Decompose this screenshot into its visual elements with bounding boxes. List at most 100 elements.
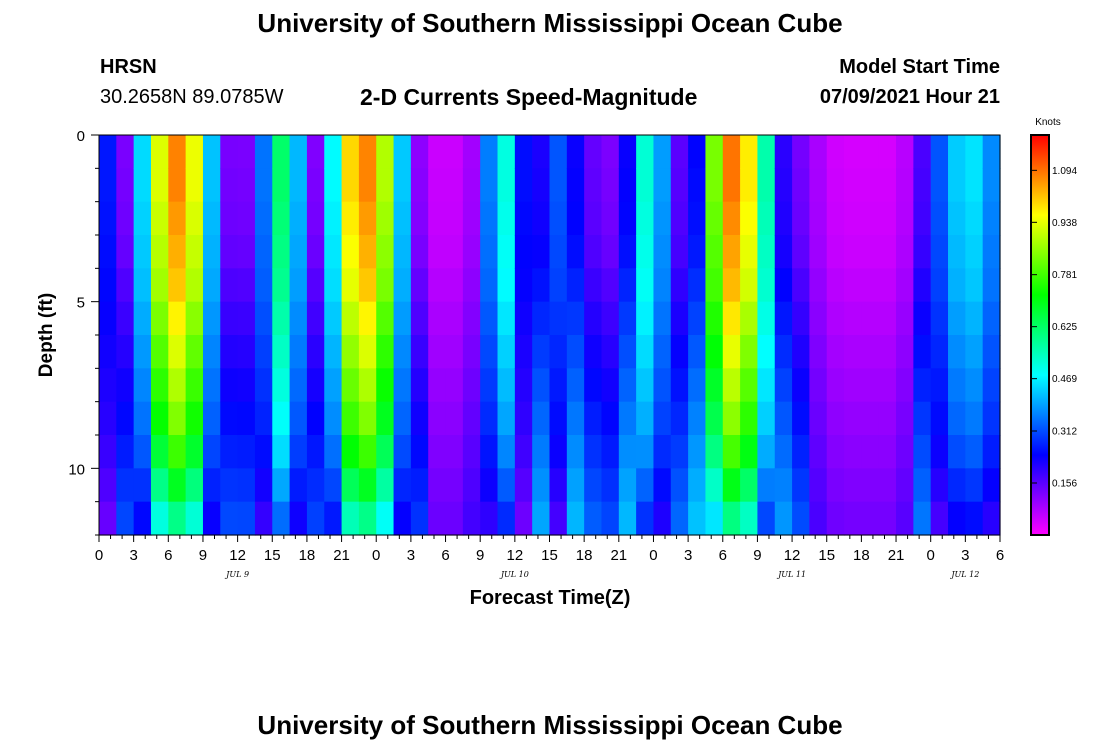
heatmap-cell xyxy=(896,435,914,469)
heatmap-cell xyxy=(341,335,360,369)
heatmap-cell xyxy=(428,268,447,303)
heatmap-cell xyxy=(982,501,1001,536)
heatmap-cell xyxy=(480,268,499,303)
heatmap-cell xyxy=(532,235,551,269)
heatmap-cell xyxy=(150,501,169,536)
heatmap-cell xyxy=(532,201,551,236)
heatmap-cell xyxy=(462,401,481,436)
heatmap-cell xyxy=(878,235,897,269)
heatmap-cell xyxy=(896,501,914,536)
model-start-value: 07/09/2021 Hour 21 xyxy=(819,86,1000,108)
heatmap-cell xyxy=(393,168,412,203)
heatmap-cell xyxy=(722,301,741,336)
heatmap-cell xyxy=(774,501,793,536)
heatmap-cell xyxy=(844,235,862,269)
heatmap-cell xyxy=(289,501,308,536)
heatmap-cell xyxy=(480,168,499,203)
heatmap-cell xyxy=(896,401,914,436)
heatmap-cell xyxy=(497,368,516,403)
x-tick-label: 6 xyxy=(996,547,1004,564)
heatmap-cell xyxy=(341,235,360,269)
heatmap-cell xyxy=(809,335,828,369)
x-tick-label: 9 xyxy=(199,547,207,564)
heatmap-cell xyxy=(653,401,672,436)
heatmap-cell xyxy=(584,201,603,236)
heatmap-cell xyxy=(185,501,204,536)
heatmap-cell xyxy=(792,368,811,403)
heatmap-cell xyxy=(532,168,551,203)
heatmap-cell xyxy=(185,401,204,436)
heatmap-cell xyxy=(792,268,811,303)
heatmap-cell xyxy=(220,501,239,536)
heatmap-cell xyxy=(306,401,325,436)
heatmap-cell xyxy=(636,135,655,169)
heatmap-cell xyxy=(913,501,932,536)
heatmap-cell xyxy=(930,435,949,469)
heatmap-cell xyxy=(792,468,811,503)
heatmap-cell xyxy=(601,335,620,369)
heatmap-cell xyxy=(376,135,395,169)
heatmap-cell xyxy=(549,235,568,269)
heatmap-cell xyxy=(930,401,949,436)
heatmap-cell xyxy=(670,335,689,369)
heatmap-cell xyxy=(653,368,672,403)
heatmap-cell xyxy=(930,201,949,236)
plot-title: 2-D Currents Speed-Magnitude xyxy=(360,84,698,110)
heatmap-cell xyxy=(514,268,533,303)
heatmap-cell xyxy=(497,135,516,169)
heatmap-cell xyxy=(826,301,845,336)
heatmap-cell xyxy=(982,268,1001,303)
heatmap-cell xyxy=(982,201,1001,236)
heatmap-cell xyxy=(774,268,793,303)
heatmap-cell xyxy=(878,368,897,403)
heatmap-cell xyxy=(757,235,776,269)
heatmap-cell xyxy=(636,268,655,303)
heatmap-cell xyxy=(324,335,343,369)
heatmap-cell xyxy=(740,368,759,403)
heatmap-cell xyxy=(99,135,117,169)
heatmap-cell xyxy=(757,435,776,469)
heatmap-cell xyxy=(670,435,689,469)
heatmap-cell xyxy=(549,301,568,336)
heatmap-cell xyxy=(549,401,568,436)
heatmap-cell xyxy=(618,368,637,403)
heatmap-cell xyxy=(341,468,360,503)
heatmap-cell xyxy=(965,235,984,269)
heatmap-cell xyxy=(566,335,585,369)
heatmap-cell xyxy=(549,168,568,203)
heatmap-cell xyxy=(220,368,239,403)
heatmap-cell xyxy=(410,235,429,269)
heatmap-cell xyxy=(306,268,325,303)
heatmap-cell xyxy=(740,135,759,169)
heatmap-cell xyxy=(480,401,499,436)
heatmap-cell xyxy=(913,435,932,469)
colorbar: Knots 1.094 0.938 0.781 0.625 0.469 0.312 0.15… xyxy=(1030,117,1077,536)
station-name: HRSN xyxy=(100,56,157,78)
heatmap-cell xyxy=(220,135,239,169)
heatmap-cell xyxy=(272,401,291,436)
heatmap-cell xyxy=(653,168,672,203)
heatmap-cell xyxy=(324,468,343,503)
heatmap-cell xyxy=(99,201,117,236)
heatmap-cell xyxy=(861,301,880,336)
heatmap-cell xyxy=(896,468,914,503)
heatmap-cell xyxy=(237,335,256,369)
colorbar-unit: Knots xyxy=(1035,117,1061,128)
heatmap-cell xyxy=(982,168,1001,203)
heatmap-cell xyxy=(133,135,152,169)
heatmap-cell xyxy=(965,501,984,536)
heatmap-cell xyxy=(653,235,672,269)
heatmap-cell xyxy=(965,468,984,503)
heatmap-cell xyxy=(566,401,585,436)
heatmap-cell xyxy=(514,401,533,436)
heatmap-cell xyxy=(393,501,412,536)
heatmap-cell xyxy=(133,168,152,203)
x-tick-label: 21 xyxy=(333,547,350,564)
heatmap-cell xyxy=(948,435,966,469)
heatmap-cell xyxy=(844,168,862,203)
heatmap-cell xyxy=(549,201,568,236)
heatmap-cell xyxy=(809,401,828,436)
x-tick-label: 0 xyxy=(927,547,935,564)
heatmap-cell xyxy=(237,135,256,169)
heatmap-cell xyxy=(445,435,464,469)
